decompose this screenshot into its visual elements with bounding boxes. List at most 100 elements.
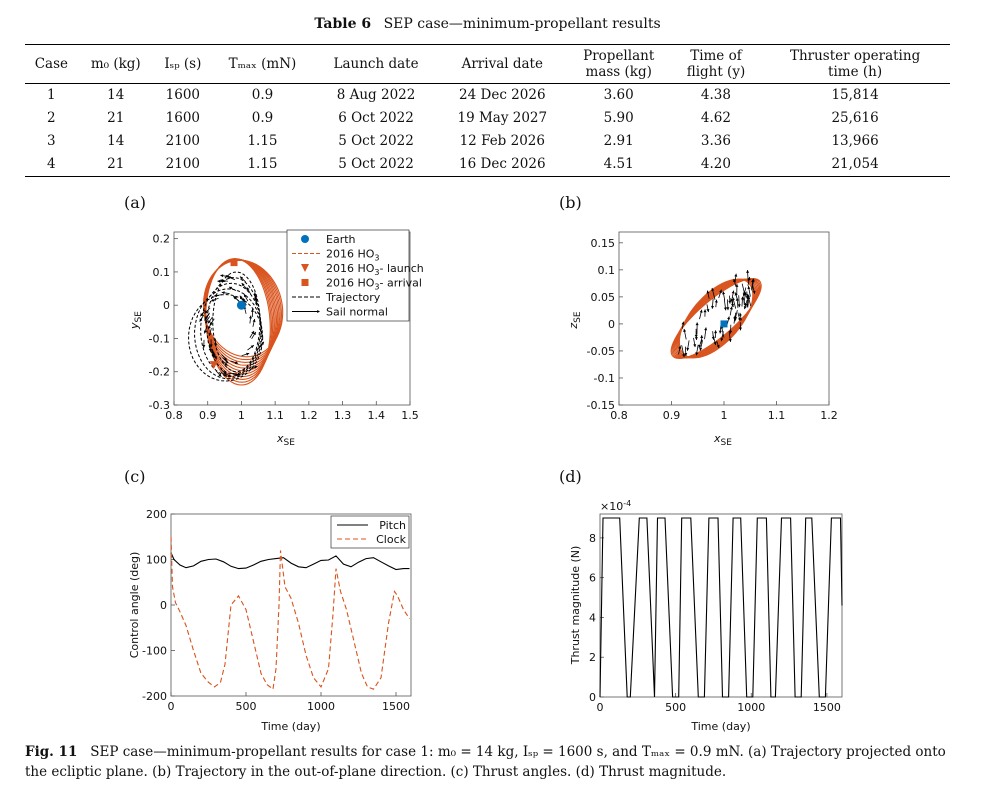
panel-d-ytick-label: 2 — [589, 651, 596, 664]
legend-entry-label: Earth — [326, 233, 356, 246]
panel-a-xlabel-main: x — [276, 432, 284, 445]
panel-d-xtick-label: 1500 — [813, 701, 841, 714]
panel-a-xtick-label: 0.9 — [199, 409, 217, 422]
legend-entry-text: 2016 HO — [326, 248, 375, 261]
panel-b-sail-normal-arrowhead — [699, 309, 703, 313]
panel-b-out-of-plane-trajectory: (b) 0.8 0.9 1 1.1 1.2 0.15 0.1 0.05 0 -0.05 -0.1 -0.… — [559, 193, 838, 448]
table-cell: 0.9 — [251, 87, 274, 103]
panel-c-xtick-label: 1000 — [307, 700, 335, 713]
table-cell: 1600 — [165, 87, 201, 103]
table-cell: 5.90 — [603, 110, 634, 126]
table-cell: 8 Aug 2022 — [336, 87, 416, 103]
legend-entry-sub: 3 — [374, 283, 379, 292]
panel-b-xtick-label: 1.1 — [768, 409, 786, 422]
panel-b-sail-normal-arrowhead — [713, 341, 717, 345]
panel-a-sail-normal-arrowhead — [223, 373, 228, 377]
table-cell: 1 — [47, 87, 56, 103]
table-cell: 0.9 — [251, 110, 274, 126]
panel-a-sail-normal-arrowhead — [203, 330, 207, 334]
panel-a-sail-normal-arrowhead — [254, 365, 258, 369]
panel-c-xlabel: Time (day) — [260, 720, 320, 733]
panel-d-xtick-label: 0 — [597, 701, 604, 714]
panel-a-sail-normal-arrowhead — [207, 320, 211, 324]
panel-c-ytick-label: 100 — [146, 554, 167, 567]
panel-b-sail-normal-arrowhead — [700, 335, 704, 338]
panel-a-sail-normal-arrowhead — [246, 287, 250, 291]
table-title-text: SEP case—minimum-propellant results — [383, 16, 661, 32]
panel-b-sail-normal-arrowhead — [743, 305, 747, 310]
panel-a-sail-normal-arrowhead — [217, 279, 221, 283]
panel-a-ytick-label: -0.1 — [149, 332, 170, 345]
panel-b-sail-normal-arrowhead — [682, 354, 686, 358]
panel-a-sail-normal-arrowhead — [239, 295, 243, 299]
panel-b-sail-normal-arrowhead — [699, 347, 703, 351]
panel-b-sail-normal-arrowhead — [718, 330, 722, 334]
panel-a-sail-normal-arrowhead — [199, 318, 203, 322]
panel-b-ytick-label: -0.1 — [594, 372, 615, 385]
panel-b-sail-normal-arrowhead — [695, 322, 699, 326]
table-row: 4 21 2100 1.15 5 Oct 2022 16 Dec 2026 4.51 4.20… — [25, 153, 950, 177]
panel-c-ylabel: Control angle (deg) — [128, 552, 141, 659]
table-header-1: m₀ (kg) — [78, 45, 154, 84]
table-cell: 15,814 — [831, 87, 879, 103]
panel-d-xtick-label: 1000 — [737, 701, 765, 714]
legend-entry-text: Trajectory — [325, 291, 381, 304]
panel-a-xtick-label: 1.2 — [300, 409, 318, 422]
table-row: 3 14 2100 1.15 5 Oct 2022 12 Feb 2026 2.91 3.36… — [25, 130, 950, 153]
panel-b-sail-normal-arrowhead — [742, 292, 746, 296]
panel-a-sail-normal-arrowhead — [241, 283, 245, 287]
panel-b-ylabel-sub: SE — [573, 311, 583, 323]
table-cell: 2 — [47, 110, 56, 126]
caption-text-after: . (a) Trajectory projected onto the ecli… — [25, 744, 946, 780]
legend-entry-label: Sail normal — [326, 306, 388, 319]
panel-b-sail-normal-arrowhead — [735, 283, 739, 287]
panel-a-sail-normal-arrowhead — [253, 292, 257, 296]
table-cell: 4.51 — [603, 156, 634, 172]
panel-b-sail-normal-arrowhead — [728, 300, 732, 304]
panel-b-sail-normal-arrowhead — [694, 337, 698, 341]
panel-b-xtick-label: 1 — [721, 409, 728, 422]
figure-caption: Fig. 11 SEP case—minimum-propellant resu… — [25, 744, 946, 780]
panel-a-sail-normal-arrowhead — [205, 319, 209, 324]
panel-a-earth-marker — [236, 300, 246, 310]
panel-a-ytick-label: 0.1 — [153, 266, 171, 279]
table-header-6-line1: Propellant — [583, 48, 655, 64]
panel-c-ytick-label: -200 — [142, 690, 167, 703]
panel-a-legend-box — [286, 229, 410, 322]
panel-b-sail-normal-arrowhead — [746, 270, 750, 273]
panel-b-sail-normal-arrowhead — [698, 344, 702, 348]
legend-entry-suffix: - arrival — [380, 277, 422, 290]
panel-a-sail-normal-arrowhead — [224, 362, 228, 366]
panel-a-xtick-label: 1.1 — [266, 409, 284, 422]
panel-b-earth-marker — [720, 320, 728, 328]
panel-a-sail-normal-arrowhead — [227, 374, 232, 377]
table-header-3-line1: Tₘₐₓ (mN) — [228, 56, 297, 72]
legend-entry-sub: 3 — [374, 254, 379, 263]
panel-b-sail-normal-arrowhead — [743, 303, 747, 307]
panel-c-xtick-label: 0 — [168, 700, 175, 713]
panel-b-sail-normal-arrowhead — [726, 307, 730, 311]
panel-d-xtick-label: 500 — [665, 701, 686, 714]
panel-b-sail-normal-arrowhead — [703, 309, 707, 313]
panel-a-sail-normal-arrowhead — [208, 332, 212, 336]
table-cell: 16 Dec 2026 — [459, 156, 546, 172]
table-cell: 5 Oct 2022 — [338, 133, 414, 149]
panel-b-sail-normal-arrowhead — [706, 290, 710, 294]
panel-d-ytick-label: 6 — [589, 572, 596, 585]
results-table-section: Table 6 SEP case—minimum-propellant resu… — [25, 0, 950, 177]
panel-c-letter: (c) — [124, 467, 145, 486]
table-cell: 3.36 — [700, 133, 731, 149]
table-cell: 2100 — [165, 156, 201, 172]
panel-a-trajectory-loop — [188, 294, 264, 382]
panel-a-sail-normal-arrowhead — [211, 354, 215, 358]
panel-c-xtick-label: 500 — [236, 700, 257, 713]
panel-a-ytick-label: 0 — [163, 299, 170, 312]
table-cell: 3 — [47, 133, 56, 149]
panel-d-xlabel: Time (day) — [690, 720, 750, 733]
panel-b-ylabel: zSE — [567, 311, 583, 329]
panel-b-ytick-label: 0.1 — [598, 264, 616, 277]
table-header-6-line2: mass (kg) — [585, 64, 652, 80]
panel-a-xtick-label: 1.5 — [401, 409, 419, 422]
panel-a-sail-normal-arrowhead — [261, 341, 264, 345]
